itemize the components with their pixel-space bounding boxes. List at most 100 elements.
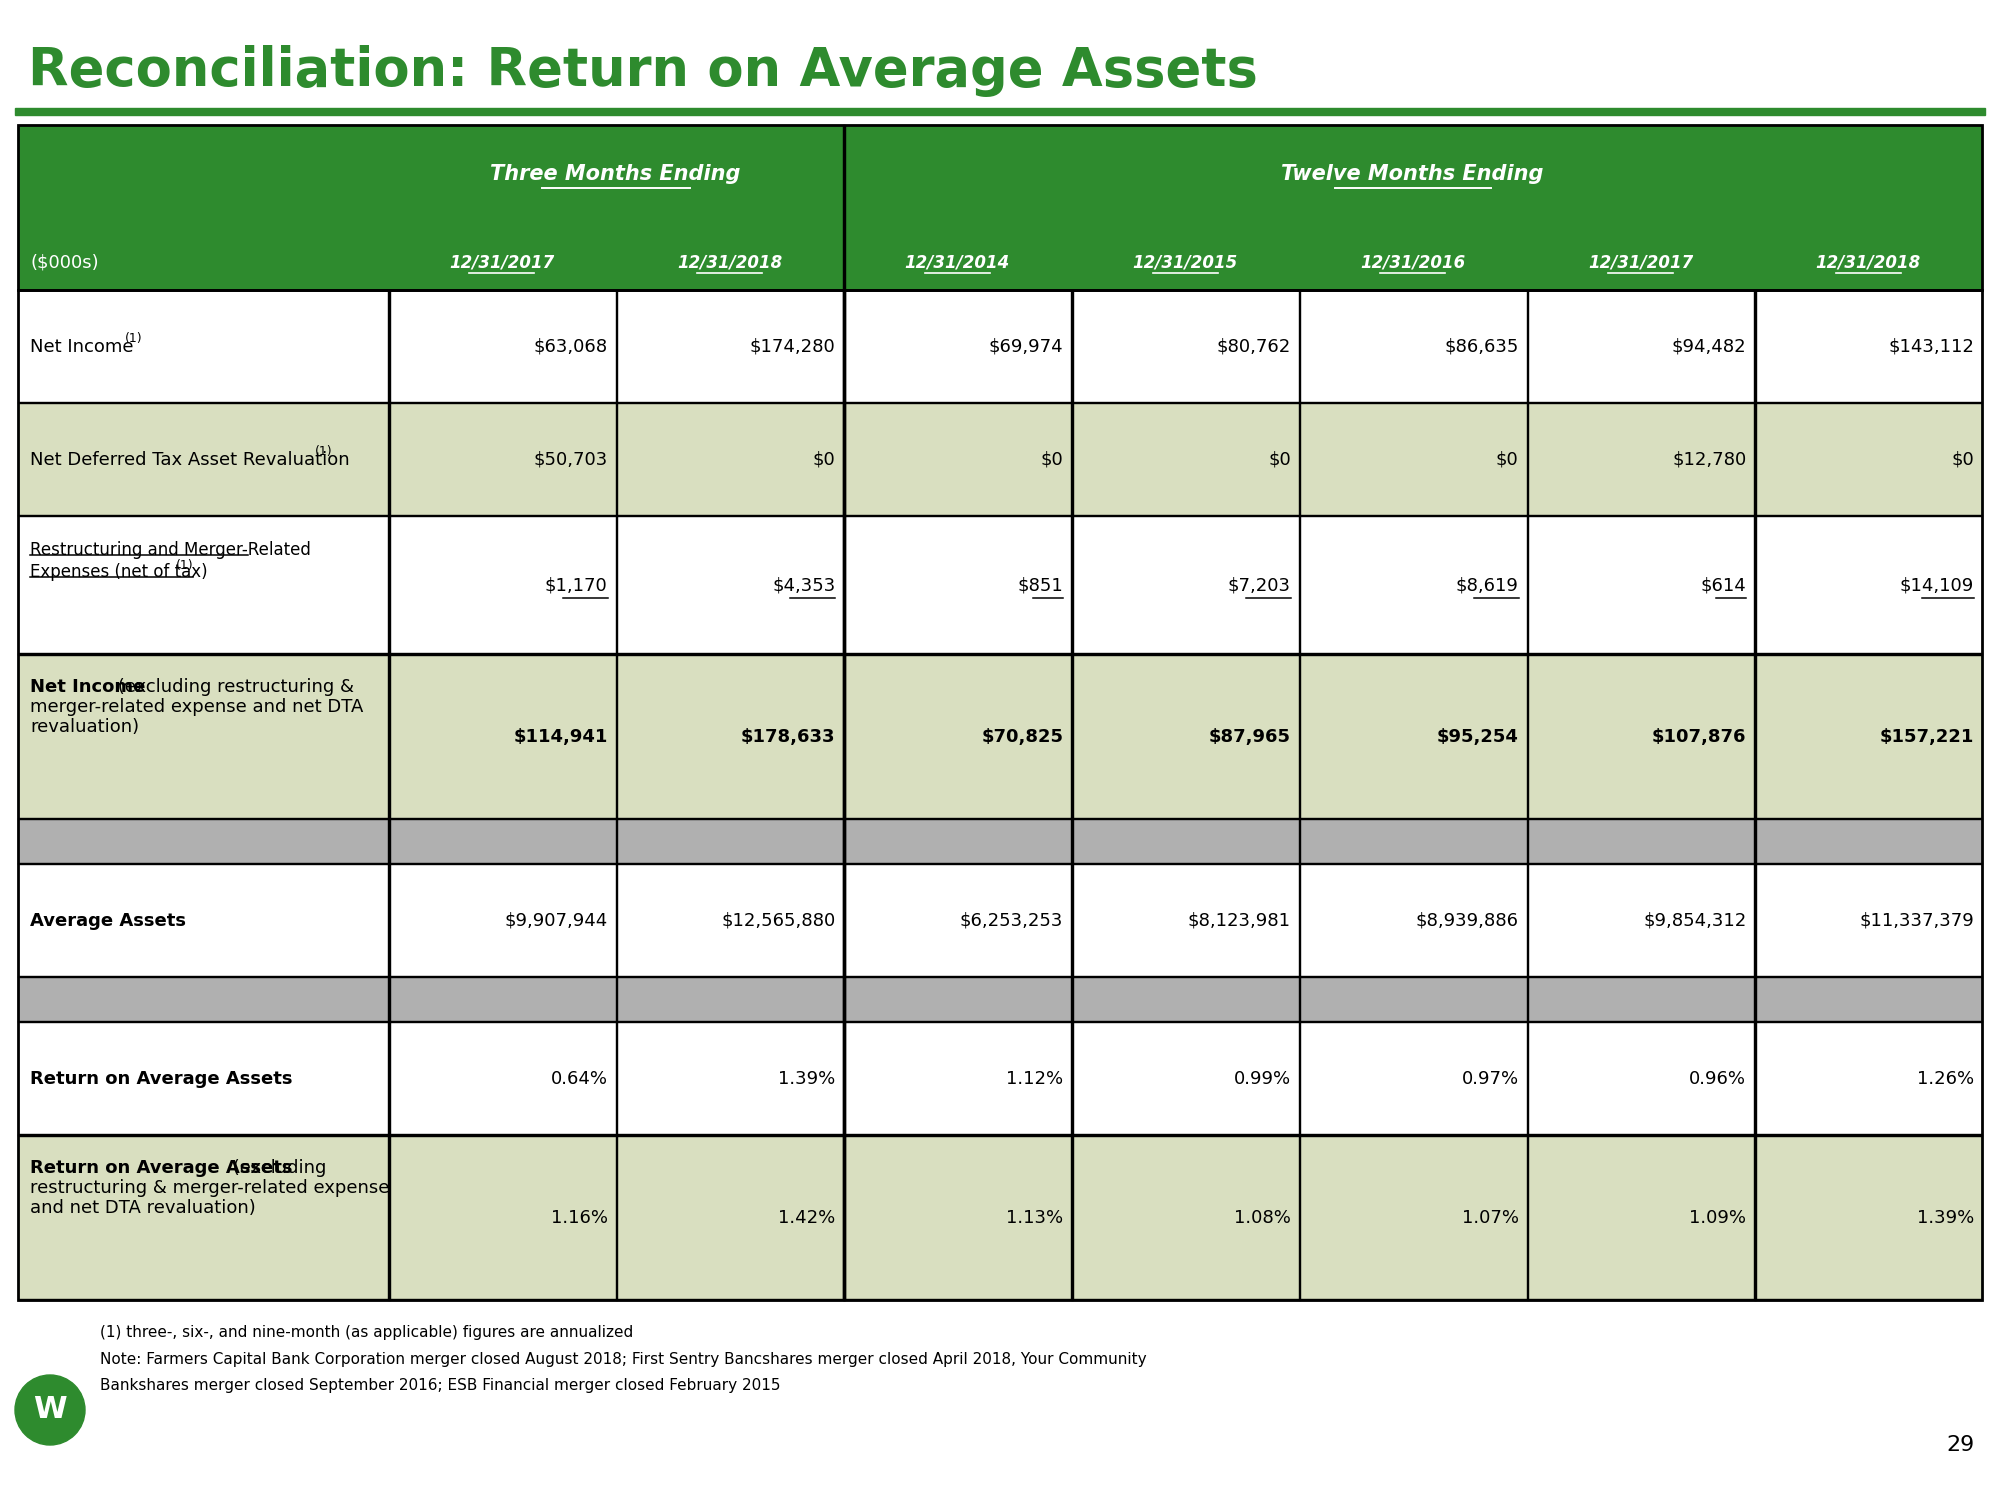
Text: 12/31/2018: 12/31/2018: [676, 254, 782, 272]
Text: Restructuring and Merger-Related: Restructuring and Merger-Related: [30, 542, 310, 560]
Text: Note: Farmers Capital Bank Corporation merger closed August 2018; First Sentry B: Note: Farmers Capital Bank Corporation m…: [100, 1352, 1146, 1366]
Text: $0: $0: [812, 450, 836, 468]
Bar: [18, 514, 1982, 516]
Text: $6,253,253: $6,253,253: [960, 912, 1064, 930]
Bar: [18, 404, 1982, 516]
Text: 12/31/2016: 12/31/2016: [1360, 254, 1466, 272]
Bar: [844, 864, 846, 978]
Text: 12/31/2014: 12/31/2014: [904, 254, 1010, 272]
Text: (1): (1): [316, 446, 332, 458]
Text: $8,619: $8,619: [1456, 576, 1518, 594]
Text: $8,123,981: $8,123,981: [1188, 912, 1290, 930]
Text: $86,635: $86,635: [1444, 338, 1518, 356]
Text: Expenses (net of tax): Expenses (net of tax): [30, 562, 208, 580]
Bar: [844, 819, 846, 864]
Bar: [18, 402, 1982, 404]
Text: and net DTA revaluation): and net DTA revaluation): [30, 1198, 256, 1216]
Text: 1.39%: 1.39%: [1916, 1209, 1974, 1227]
Text: 0.96%: 0.96%: [1690, 1070, 1746, 1088]
Text: $50,703: $50,703: [534, 450, 608, 468]
Text: $0: $0: [1496, 450, 1518, 468]
Text: $94,482: $94,482: [1672, 338, 1746, 356]
Bar: [18, 124, 1982, 290]
Text: 12/31/2017: 12/31/2017: [1588, 254, 1694, 272]
Text: $851: $851: [1018, 576, 1064, 594]
Bar: [844, 1136, 846, 1300]
Text: $157,221: $157,221: [1880, 728, 1974, 746]
Text: $143,112: $143,112: [1888, 338, 1974, 356]
Text: $4,353: $4,353: [772, 576, 836, 594]
Bar: [18, 1134, 1982, 1136]
Text: 29: 29: [1946, 1436, 1976, 1455]
Bar: [844, 516, 846, 656]
Text: $107,876: $107,876: [1652, 728, 1746, 746]
Text: $0: $0: [1268, 450, 1290, 468]
Bar: [18, 516, 1982, 656]
Text: $178,633: $178,633: [740, 728, 836, 746]
Text: (1): (1): [176, 560, 194, 572]
Text: $9,907,944: $9,907,944: [504, 912, 608, 930]
Text: Net Income: Net Income: [30, 338, 140, 356]
Text: $11,337,379: $11,337,379: [1860, 912, 1974, 930]
Bar: [844, 124, 846, 290]
Text: 1.42%: 1.42%: [778, 1209, 836, 1227]
Bar: [18, 654, 1982, 656]
Text: Net Income: Net Income: [30, 678, 146, 696]
Text: 1.07%: 1.07%: [1462, 1209, 1518, 1227]
Text: $7,203: $7,203: [1228, 576, 1290, 594]
Text: 1.39%: 1.39%: [778, 1070, 836, 1088]
Text: 12/31/2018: 12/31/2018: [1816, 254, 1920, 272]
Text: (excluding restructuring &: (excluding restructuring &: [112, 678, 354, 696]
Text: $12,565,880: $12,565,880: [722, 912, 836, 930]
Text: $174,280: $174,280: [750, 338, 836, 356]
Bar: [18, 978, 1982, 1023]
Bar: [18, 1299, 1982, 1300]
Text: $0: $0: [1040, 450, 1064, 468]
Bar: [844, 290, 846, 404]
Text: 1.08%: 1.08%: [1234, 1209, 1290, 1227]
Text: 1.09%: 1.09%: [1690, 1209, 1746, 1227]
Bar: [18, 656, 1982, 819]
Bar: [18, 290, 1982, 1300]
Text: 1.13%: 1.13%: [1006, 1209, 1064, 1227]
Text: Return on Average Assets: Return on Average Assets: [30, 1158, 292, 1176]
Text: revaluation): revaluation): [30, 718, 140, 736]
Text: 1.16%: 1.16%: [550, 1209, 608, 1227]
Text: restructuring & merger-related expense: restructuring & merger-related expense: [30, 1179, 390, 1197]
Bar: [844, 656, 846, 819]
Text: $14,109: $14,109: [1900, 576, 1974, 594]
Bar: [844, 404, 846, 516]
Text: 0.64%: 0.64%: [550, 1070, 608, 1088]
Text: Bankshares merger closed September 2016; ESB Financial merger closed February 20: Bankshares merger closed September 2016;…: [100, 1378, 780, 1394]
Text: $70,825: $70,825: [982, 728, 1064, 746]
Text: (1): (1): [124, 332, 142, 345]
Bar: [18, 1023, 1982, 1136]
Bar: [18, 124, 1982, 290]
Text: $1,170: $1,170: [544, 576, 608, 594]
Text: 1.12%: 1.12%: [1006, 1070, 1064, 1088]
Text: Reconciliation: Return on Average Assets: Reconciliation: Return on Average Assets: [28, 45, 1258, 98]
Bar: [18, 1136, 1982, 1300]
Bar: [18, 290, 1982, 404]
Text: ($000s): ($000s): [30, 254, 98, 272]
Text: $80,762: $80,762: [1216, 338, 1290, 356]
Text: $69,974: $69,974: [988, 338, 1064, 356]
Bar: [18, 819, 1982, 864]
Text: 0.99%: 0.99%: [1234, 1070, 1290, 1088]
Text: 1.26%: 1.26%: [1916, 1070, 1974, 1088]
Text: $87,965: $87,965: [1208, 728, 1290, 746]
Text: Return on Average Assets: Return on Average Assets: [30, 1070, 292, 1088]
Text: $12,780: $12,780: [1672, 450, 1746, 468]
Text: $114,941: $114,941: [514, 728, 608, 746]
Text: $95,254: $95,254: [1436, 728, 1518, 746]
Text: $63,068: $63,068: [534, 338, 608, 356]
Text: merger-related expense and net DTA: merger-related expense and net DTA: [30, 698, 364, 715]
Bar: [18, 818, 1982, 819]
Text: $0: $0: [1952, 450, 1974, 468]
Text: Net Deferred Tax Asset Revaluation: Net Deferred Tax Asset Revaluation: [30, 450, 356, 468]
Text: Average Assets: Average Assets: [30, 912, 186, 930]
Circle shape: [16, 1376, 84, 1444]
Bar: [18, 864, 1982, 978]
Text: 12/31/2017: 12/31/2017: [450, 254, 554, 272]
Text: (1) three-, six-, and nine-month (as applicable) figures are annualized: (1) three-, six-, and nine-month (as app…: [100, 1324, 634, 1340]
